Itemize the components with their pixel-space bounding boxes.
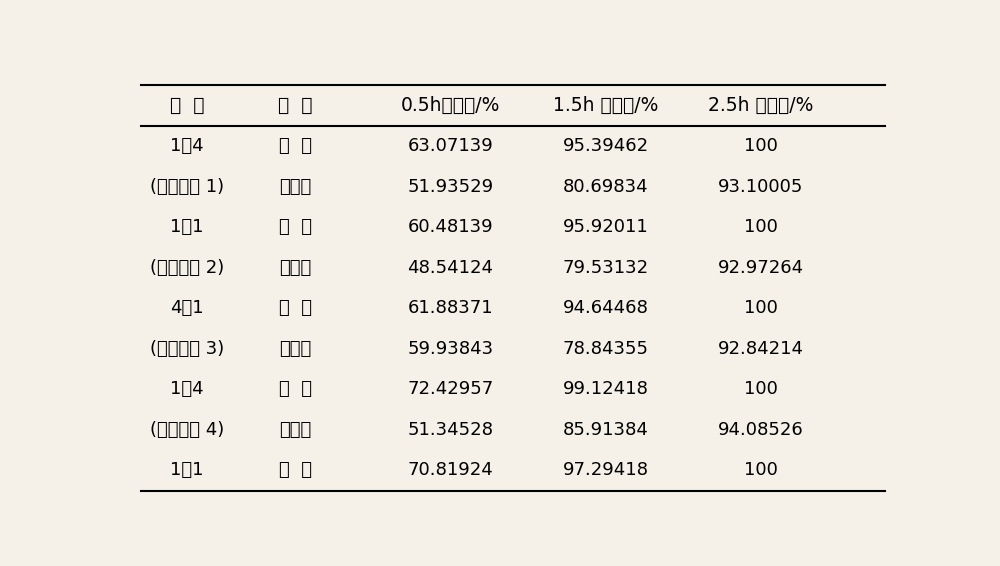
Text: 100: 100 — [744, 137, 777, 155]
Text: 94.64468: 94.64468 — [563, 299, 648, 318]
Text: 100: 100 — [744, 218, 777, 236]
Text: 1：4: 1：4 — [170, 137, 204, 155]
Text: 85.91384: 85.91384 — [563, 421, 648, 439]
Text: 99.12418: 99.12418 — [563, 380, 648, 398]
Text: 1.5h 转化率/%: 1.5h 转化率/% — [553, 96, 658, 115]
Text: 70.81924: 70.81924 — [408, 461, 493, 479]
Text: 51.93529: 51.93529 — [407, 178, 494, 196]
Text: 59.93843: 59.93843 — [407, 340, 494, 358]
Text: 100: 100 — [744, 461, 777, 479]
Text: 100: 100 — [744, 299, 777, 318]
Text: 60.48139: 60.48139 — [408, 218, 493, 236]
Text: 2.5h 转化率/%: 2.5h 转化率/% — [708, 96, 813, 115]
Text: 72.42957: 72.42957 — [407, 380, 494, 398]
Text: 97.29418: 97.29418 — [562, 461, 648, 479]
Text: 0.5h转化率/%: 0.5h转化率/% — [401, 96, 500, 115]
Text: 太阳光: 太阳光 — [279, 421, 312, 439]
Text: 79.53132: 79.53132 — [562, 259, 649, 277]
Text: 太阳光: 太阳光 — [279, 259, 312, 277]
Text: (实施方式 1): (实施方式 1) — [150, 178, 224, 196]
Text: 光  源: 光 源 — [278, 96, 313, 115]
Text: 太阳光: 太阳光 — [279, 178, 312, 196]
Text: 1：1: 1：1 — [170, 461, 204, 479]
Text: 80.69834: 80.69834 — [563, 178, 648, 196]
Text: 92.97264: 92.97264 — [717, 259, 804, 277]
Text: 4：1: 4：1 — [170, 299, 204, 318]
Text: (实施方式 3): (实施方式 3) — [150, 340, 224, 358]
Text: 93.10005: 93.10005 — [718, 178, 803, 196]
Text: 氙  灯: 氙 灯 — [279, 380, 312, 398]
Text: 92.84214: 92.84214 — [718, 340, 804, 358]
Text: 95.39462: 95.39462 — [562, 137, 649, 155]
Text: 1：4: 1：4 — [170, 380, 204, 398]
Text: 61.88371: 61.88371 — [408, 299, 493, 318]
Text: 51.34528: 51.34528 — [408, 421, 494, 439]
Text: 太阳光: 太阳光 — [279, 340, 312, 358]
Text: (实施方式 4): (实施方式 4) — [150, 421, 224, 439]
Text: 100: 100 — [744, 380, 777, 398]
Text: 48.54124: 48.54124 — [408, 259, 494, 277]
Text: 95.92011: 95.92011 — [563, 218, 648, 236]
Text: 比  例: 比 例 — [170, 96, 204, 115]
Text: 氙  灯: 氙 灯 — [279, 461, 312, 479]
Text: 氙  灯: 氙 灯 — [279, 137, 312, 155]
Text: 94.08526: 94.08526 — [718, 421, 803, 439]
Text: 氙  灯: 氙 灯 — [279, 299, 312, 318]
Text: (实施方式 2): (实施方式 2) — [150, 259, 224, 277]
Text: 氙  灯: 氙 灯 — [279, 218, 312, 236]
Text: 1：1: 1：1 — [170, 218, 204, 236]
Text: 63.07139: 63.07139 — [408, 137, 493, 155]
Text: 78.84355: 78.84355 — [562, 340, 648, 358]
